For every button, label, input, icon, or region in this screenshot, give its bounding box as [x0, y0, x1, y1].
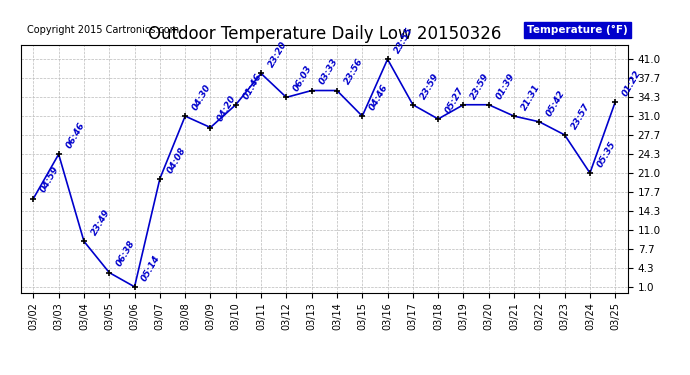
Text: 23:59: 23:59 — [469, 71, 491, 100]
Text: 01:39: 01:39 — [494, 71, 516, 100]
Text: 05:35: 05:35 — [595, 140, 618, 169]
Text: Temperature (°F): Temperature (°F) — [527, 25, 628, 35]
Text: 04:46: 04:46 — [368, 82, 390, 112]
Text: 04:20: 04:20 — [216, 94, 238, 123]
Text: 01:22: 01:22 — [621, 69, 643, 98]
Text: 04:08: 04:08 — [166, 145, 188, 174]
Text: 23:56: 23:56 — [342, 57, 364, 86]
Text: 05:42: 05:42 — [545, 88, 567, 118]
Text: 05:14: 05:14 — [140, 254, 162, 283]
Text: 06:46: 06:46 — [64, 121, 86, 150]
Text: 01:46: 01:46 — [241, 71, 264, 100]
Text: 06:38: 06:38 — [115, 239, 137, 268]
Text: 23:59: 23:59 — [418, 71, 440, 100]
Text: 23:57: 23:57 — [570, 102, 592, 131]
Text: 23:49: 23:49 — [90, 208, 112, 237]
Text: 04:30: 04:30 — [190, 82, 213, 112]
Text: 23:20: 23:20 — [266, 40, 288, 69]
Text: 21:31: 21:31 — [520, 82, 542, 112]
Text: 05:27: 05:27 — [444, 86, 466, 115]
Text: 03:33: 03:33 — [317, 57, 339, 86]
Text: 23:55: 23:55 — [393, 26, 415, 55]
Text: 06:03: 06:03 — [292, 64, 314, 93]
Text: 04:59: 04:59 — [39, 165, 61, 195]
Text: Copyright 2015 Cartronics.com: Copyright 2015 Cartronics.com — [27, 25, 179, 35]
Title: Outdoor Temperature Daily Low 20150326: Outdoor Temperature Daily Low 20150326 — [148, 26, 501, 44]
